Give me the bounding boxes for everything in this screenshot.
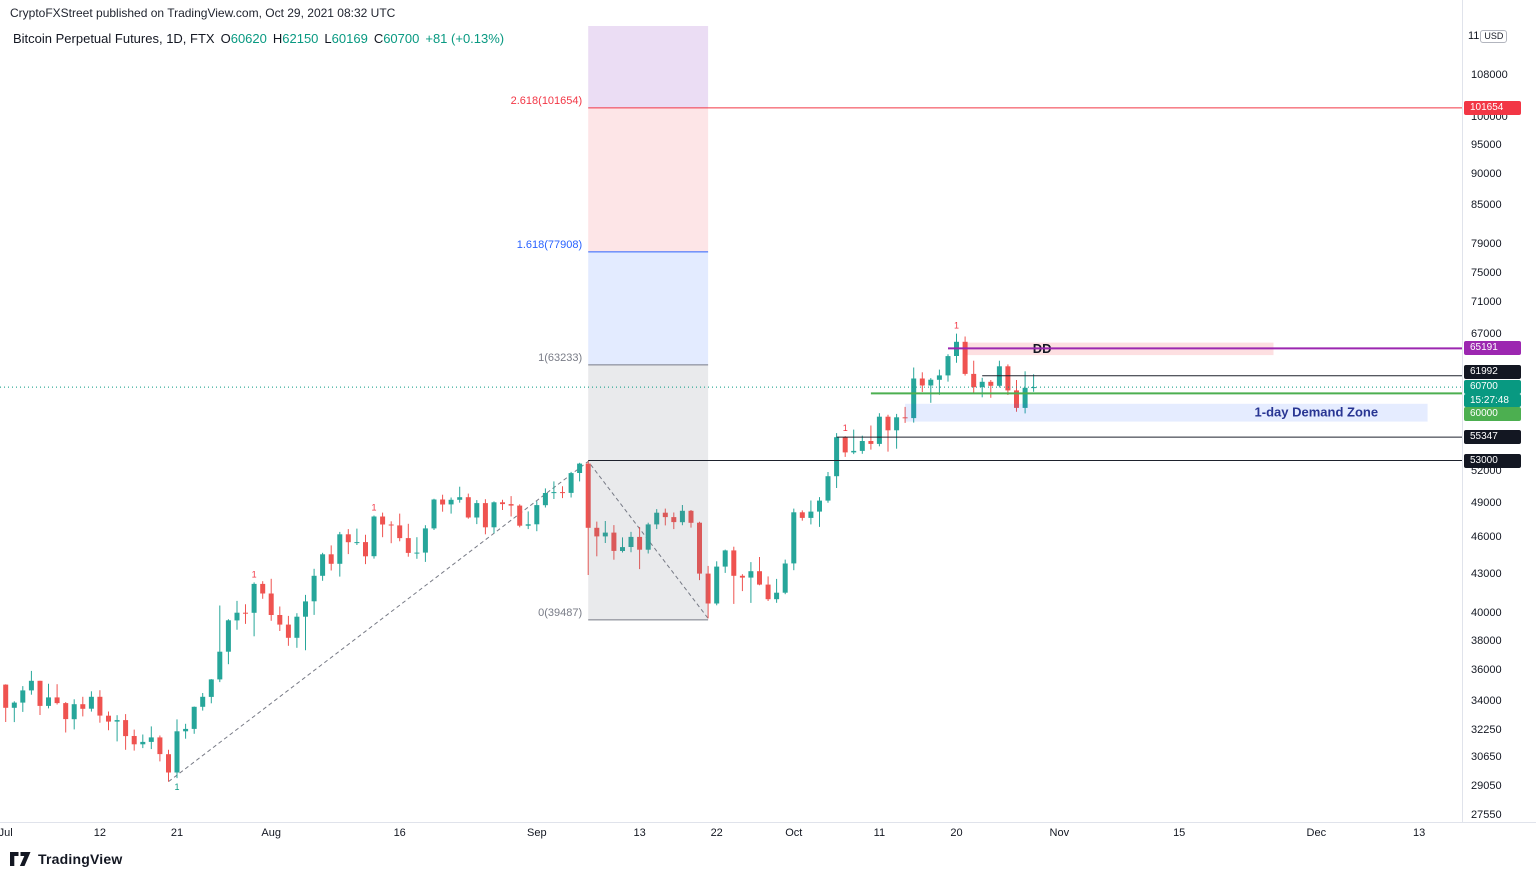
ohlc-key: L	[324, 31, 332, 46]
count-marker: 1	[954, 321, 959, 331]
price-tick: 79000	[1471, 238, 1502, 251]
price-tick: 95000	[1471, 138, 1502, 151]
fib-level-label: 0(39487)	[538, 607, 582, 619]
symbol-title[interactable]: Bitcoin Perpetual Futures, 1D, FTX	[13, 31, 215, 46]
count-marker: 1	[843, 423, 848, 433]
usd-badge[interactable]: USD	[1480, 30, 1508, 43]
ohlc-value: 62150	[282, 31, 319, 46]
time-tick: Oct	[785, 827, 803, 839]
attribution-bar: CryptoFXStreet published on TradingView.…	[10, 6, 396, 20]
ohlc-key: O	[220, 31, 231, 46]
price-tick: 71000	[1471, 296, 1502, 309]
axis-top-partial: 11	[1468, 30, 1480, 42]
count-marker: 1	[252, 569, 257, 579]
time-tick: 15	[1173, 827, 1186, 839]
price-tick: 38000	[1471, 634, 1502, 647]
price-tag: 55347	[1464, 430, 1521, 445]
price-tick: 52000	[1471, 464, 1502, 477]
price-tick: 29050	[1471, 780, 1502, 793]
demand-zone[interactable]	[905, 403, 1428, 422]
ohlc-value: 60169	[331, 31, 368, 46]
time-tick: 12	[93, 827, 107, 839]
time-tick: 22	[710, 827, 723, 839]
candlestick-series	[3, 333, 1037, 782]
currency-toggle[interactable]: 11 USD	[1468, 30, 1508, 43]
current-price-tag: 60700	[1464, 380, 1521, 395]
count-marker: 1	[371, 503, 376, 513]
fib-level-label: 1.618(77908)	[517, 239, 582, 251]
price-tick: 108000	[1471, 69, 1508, 82]
countdown-tag: 15:27:48	[1464, 394, 1521, 408]
chart-plot-area[interactable]: 2.618(101654) 1.618(77908) 1(63233) 0(39487…	[0, 0, 1462, 822]
time-tick: 20	[950, 827, 963, 839]
time-tick: Nov	[1049, 827, 1070, 839]
price-tick: 49000	[1471, 497, 1502, 509]
price-tick: 32250	[1471, 723, 1502, 736]
candlestick-chart[interactable]: 2.618(101654) 1.618(77908) 1(63233) 0(39487…	[0, 0, 1462, 822]
fib-zone	[588, 107, 709, 253]
time-tick: Jul	[0, 827, 13, 839]
time-tick: 21	[170, 827, 184, 839]
time-tick: Aug	[261, 827, 281, 839]
symbol-legend: Bitcoin Perpetual Futures, 1D, FTX O60620…	[13, 31, 504, 46]
fib-level-label: 2.618(101654)	[511, 95, 583, 107]
change-value: +81 (+0.13%)	[425, 31, 505, 46]
fib-zone	[588, 364, 709, 620]
time-tick: 16	[393, 827, 406, 839]
time-tick: Dec	[1306, 827, 1327, 839]
price-tick: 85000	[1471, 198, 1502, 211]
fib-zone	[588, 251, 709, 365]
ohlc-value: 60620	[230, 31, 267, 46]
price-tick: 90000	[1471, 167, 1502, 180]
time-tick: 13	[633, 827, 646, 839]
demand-zone-label: 1-day Demand Zone	[1255, 405, 1379, 420]
fib-zone	[588, 26, 709, 108]
price-tick: 27550	[1471, 808, 1502, 821]
time-tick: 13	[1412, 827, 1426, 839]
price-tick: 46000	[1471, 531, 1502, 544]
price-tick: 34000	[1471, 694, 1502, 707]
count-marker: 1	[174, 782, 179, 792]
tradingview-wordmark[interactable]: TradingView	[38, 851, 123, 867]
price-tick: 36000	[1471, 664, 1502, 676]
price-tag: 65191	[1464, 341, 1521, 356]
price-tag: 60000	[1464, 407, 1521, 422]
price-tag: 61992	[1464, 364, 1521, 379]
price-tick: 43000	[1471, 567, 1502, 580]
time-axis[interactable]: Jul 12 21 Aug 16 Sep 13 22 Oct 11 20 Nov 15 Dec 13	[0, 822, 1536, 844]
price-tick: 75000	[1471, 266, 1502, 279]
time-tick: Sep	[527, 827, 547, 839]
ohlc-value: 60700	[383, 31, 420, 46]
price-tick: 40000	[1471, 606, 1502, 619]
ohlc-key: C	[373, 31, 384, 46]
price-axis[interactable]: 11 USD 108000 100000 95000 90000 85000 79000 75…	[1462, 0, 1536, 822]
footer-bar: TradingView	[0, 844, 1536, 874]
fib-level-label: 1(63233)	[538, 352, 582, 364]
price-tick: 67000	[1471, 327, 1502, 340]
price-tag: 101654	[1464, 100, 1521, 115]
ohlc-values: O60620 H62150 L60169 C60700	[215, 31, 420, 46]
time-tick: 11	[873, 827, 886, 839]
ohlc-key: H	[272, 31, 283, 46]
price-tick: 30650	[1471, 751, 1502, 764]
price-tag: 53000	[1464, 453, 1521, 468]
tradingview-logo-icon[interactable]	[10, 852, 31, 866]
